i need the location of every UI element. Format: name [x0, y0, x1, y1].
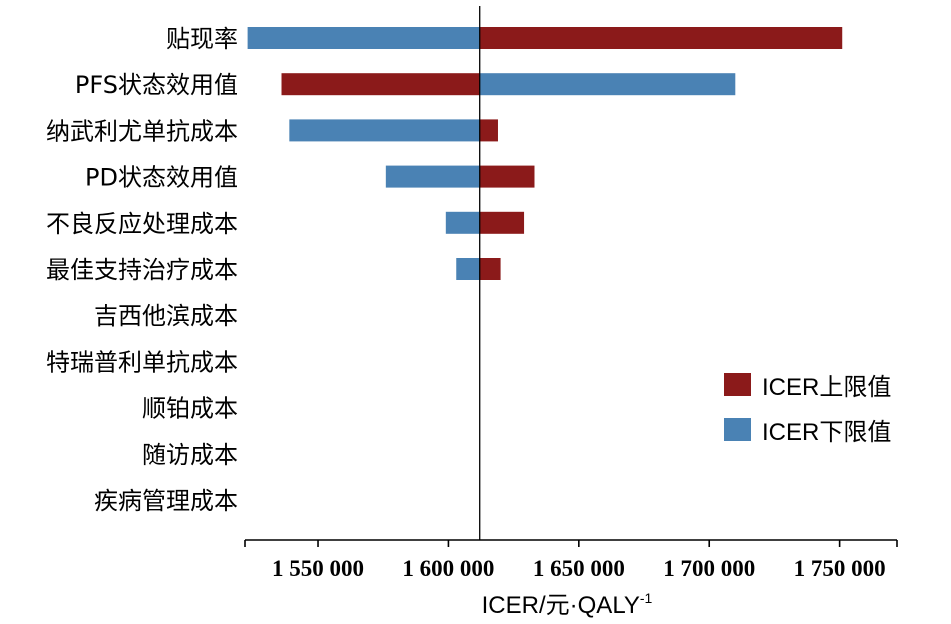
- x-tick-label: 1 600 000: [402, 556, 494, 581]
- category-label: 贴现率: [166, 25, 238, 53]
- category-label: 纳武利尤单抗成本: [46, 117, 238, 145]
- bar-upper: [479, 119, 498, 142]
- x-axis-ticks: 1 550 000 1 600 000 1 650 000 1 700 000 1 75…: [244, 540, 898, 581]
- bar-upper: [479, 211, 525, 234]
- category-label: PFS状态效用值: [75, 71, 238, 99]
- legend-swatch-upper: [724, 373, 751, 396]
- legend-label-lower: ICER下限值: [762, 419, 891, 446]
- x-tick-label: 1 650 000: [533, 556, 625, 581]
- bar-upper: [479, 258, 501, 280]
- category-label: 随访成本: [142, 441, 238, 469]
- x-tick-label: 1 750 000: [794, 556, 886, 581]
- bar-upper: [479, 165, 535, 188]
- bar-lower: [456, 258, 480, 280]
- bar-upper: [281, 73, 480, 96]
- category-label: 吉西他滨成本: [94, 302, 238, 330]
- x-axis-title-superscript: -1: [640, 590, 653, 606]
- legend: ICER上限值 ICER下限值: [724, 373, 891, 446]
- x-tick-label: 1 700 000: [663, 556, 755, 581]
- legend-swatch-lower: [724, 418, 751, 441]
- category-label: 疾病管理成本: [94, 487, 238, 515]
- x-axis-title-main: ICER/元·QALY: [482, 592, 640, 619]
- bar-lower: [479, 73, 736, 96]
- bar-lower: [247, 27, 480, 49]
- category-label: 最佳支持治疗成本: [46, 256, 238, 284]
- category-label: 顺铂成本: [142, 395, 238, 423]
- category-label: 特瑞普利单抗成本: [46, 348, 238, 376]
- x-axis-title: ICER/元·QALY-1: [482, 590, 653, 619]
- category-label: 不良反应处理成本: [46, 210, 238, 238]
- bar-lower: [445, 211, 480, 234]
- bars-group: [247, 27, 843, 280]
- bar-lower: [289, 119, 480, 142]
- bar-upper: [479, 27, 843, 49]
- x-tick-label: 1 550 000: [272, 556, 364, 581]
- category-label: PD状态效用值: [85, 164, 238, 192]
- bar-lower: [385, 165, 480, 188]
- legend-label-upper: ICER上限值: [762, 374, 891, 401]
